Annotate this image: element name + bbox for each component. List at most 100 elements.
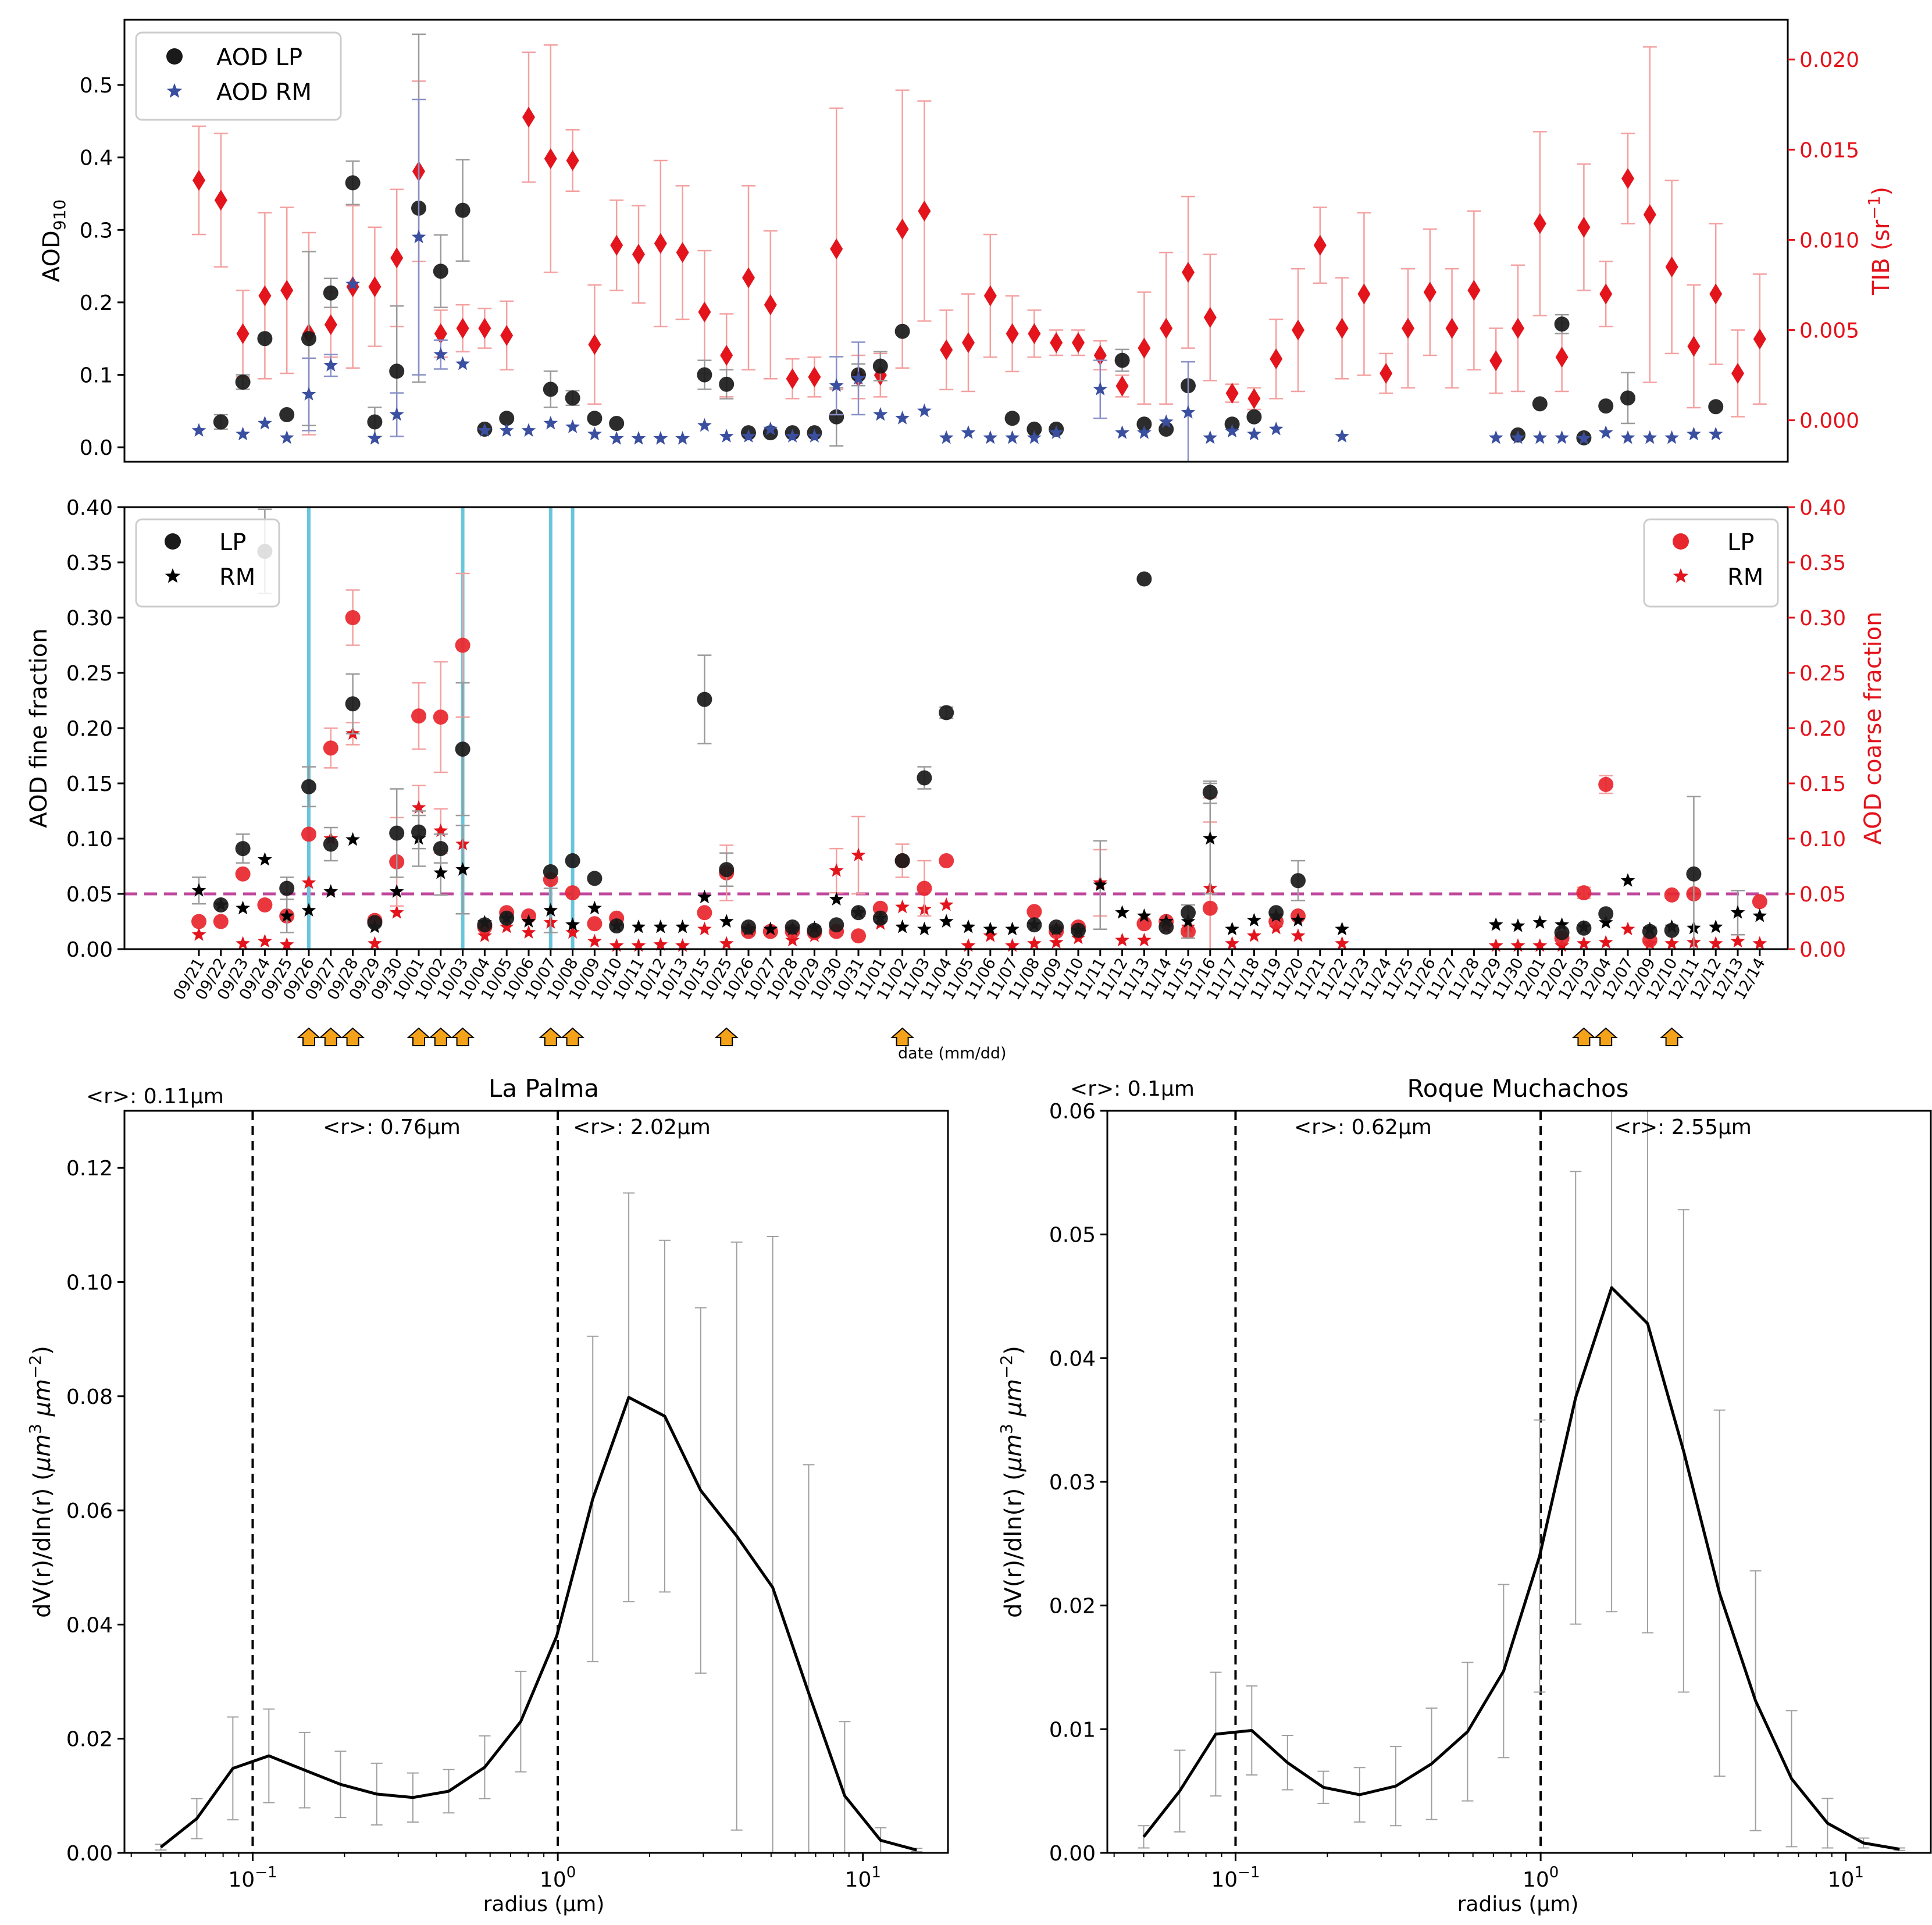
top-yaxis-left: 0.0 0.1 0.2 0.3 0.4 0.5 [80,74,124,460]
tib-marker-33 [918,200,931,222]
fine-lp-marker-29 [829,917,844,933]
fine-lp-marker-31 [872,910,888,926]
aod-rm-marker-15 [521,423,536,437]
coarse-rm-marker-2 [236,936,250,950]
mid-yright-ticklabel-3: 0.15 [1799,772,1846,796]
tib-marker-56 [1423,281,1436,303]
roque-xticklabel-exp-2: 1 [1854,1864,1864,1881]
tib-marker-36 [983,285,997,306]
top-yright-ticklabel-4: 0.020 [1799,48,1859,72]
aod-rm-marker-44 [1159,414,1174,428]
aod-lp-marker-65 [1620,390,1635,406]
aod-rm-marker-69 [1708,426,1723,441]
aod-rm-marker-48 [1247,426,1261,441]
fine-rm-marker-12 [455,862,470,876]
fine-lp-marker-63 [1576,920,1592,936]
roque-title: Roque Muchachos [1407,1074,1628,1103]
coarse-rm-marker-24 [719,936,734,950]
top-ylabel-left-main: AOD [38,230,65,282]
tib-marker-44 [1160,318,1173,339]
event-arrow-5 [450,1027,475,1046]
fine-lp-marker-25 [741,919,756,935]
roque-annotation-coarse: <r>: 2.55µm [1614,1115,1752,1139]
lapalma-annotation-mid: <r>: 0.76µm [323,1115,461,1139]
fine-lp-marker-34 [939,705,954,721]
tib-marker-1 [214,190,227,211]
roque-ylabel-mu2: μm [1000,1379,1027,1417]
aod-rm-marker-43 [1137,425,1152,439]
aod-lp-marker-2 [235,374,251,390]
aod-lp-marker-3 [257,331,273,347]
coarse-rm-marker-43 [1137,932,1152,947]
aod-lp-marker-48 [1246,409,1262,425]
coarse-rm-marker-69 [1708,936,1723,950]
tib-marker-9 [390,247,404,269]
middle-xlabel: date (mm/dd) [898,1045,1007,1063]
coarse-lp-marker-7 [345,610,361,625]
top-yright-ticklabel-1: 0.005 [1799,319,1859,343]
aod-lp-marker-62 [1554,316,1570,332]
lapalma-xticklabel-base-2: 10 [845,1868,872,1892]
top-ylabel-left: AOD910 [38,199,69,282]
fine-rm-marker-21 [653,919,668,933]
top-panel: 0.00.10.20.30.40.5 0.0000.0050.0100.0150… [38,19,1895,463]
roque-yticklabel-5: 0.05 [1049,1224,1096,1247]
fine-rm-marker-4 [279,908,294,922]
roque-line [1142,1286,1900,1851]
fine-lp-marker-13 [477,917,493,933]
mid-yright-ticklabel-8: 0.40 [1799,496,1846,520]
coarse-rm-marker-32 [895,899,910,914]
lapalma-yticklabel-6: 0.12 [66,1157,113,1181]
lapalma-xticklabel-0: 10−1 [228,1864,277,1892]
coarse-rm-marker-4 [279,937,294,951]
mid-yleft-ticklabel-3: 0.15 [66,772,113,796]
lapalma-xticklabel-base-1: 10 [540,1868,566,1892]
lapalma-xticklabel-2: 101 [845,1864,881,1892]
fine-rm-marker-50 [1291,912,1306,927]
aod-rm-marker-11 [433,347,448,361]
fine-lp-marker-32 [894,853,910,868]
fine-rm-marker-43 [1137,908,1152,922]
tib-marker-68 [1687,336,1701,357]
fine-lp-marker-44 [1159,919,1174,935]
fine-lp-marker-7 [345,696,361,712]
event-arrow-9 [890,1027,915,1046]
fine-rm-marker-26 [763,921,778,936]
aod-rm-marker-66 [1642,430,1657,444]
coarse-lp-marker-67 [1664,887,1680,903]
fine-rm-marker-34 [939,914,954,928]
tib-marker-40 [1072,332,1085,354]
tib-marker-12 [456,318,469,339]
aod-rm-marker-12 [455,356,470,370]
fine-rm-marker-35 [961,919,976,933]
fine-rm-marker-48 [1247,912,1261,927]
coarse-lp-marker-1 [213,914,229,929]
aod-rm-marker-61 [1532,430,1548,444]
coarse-rm-marker-17 [565,925,580,939]
fine-rm-marker-22 [675,919,690,933]
roque-ylabel-sup1: 3 [997,1424,1016,1434]
aod-rm-marker-37 [1005,430,1020,444]
middle-legend-left-lp-label: LP [219,529,246,556]
lapalma-panel: La Palma 0.000.020.040.060.080.100.12 10… [26,1074,949,1916]
coarse-rm-marker-29 [829,863,844,877]
coarse-rm-marker-5 [301,875,316,889]
coarse-rm-marker-60 [1510,938,1525,952]
aod-lp-marker-5 [301,331,316,347]
lapalma-ylabel-mu2: μm [29,1379,56,1417]
tib-marker-17 [566,149,579,171]
fine-lp-marker-4 [279,880,295,896]
coarse-lp-marker-30 [851,928,866,944]
aod-rm-marker-8 [368,431,382,445]
tib-marker-62 [1555,347,1569,368]
aod-rm-marker-41 [1093,382,1108,395]
tib-marker-11 [434,323,447,344]
middle-yaxis-left: 0.00 0.05 0.10 0.15 0.20 0.25 0.30 0.35 0.40 [66,496,124,962]
fine-lp-marker-30 [851,905,866,921]
aod-rm-marker-28 [807,429,822,443]
tib-marker-64 [1599,283,1613,305]
coarse-lp-marker-2 [235,866,251,882]
aod-rm-marker-22 [675,431,690,445]
coarse-rm-marker-30 [851,847,866,861]
fine-lp-marker-23 [697,691,712,707]
